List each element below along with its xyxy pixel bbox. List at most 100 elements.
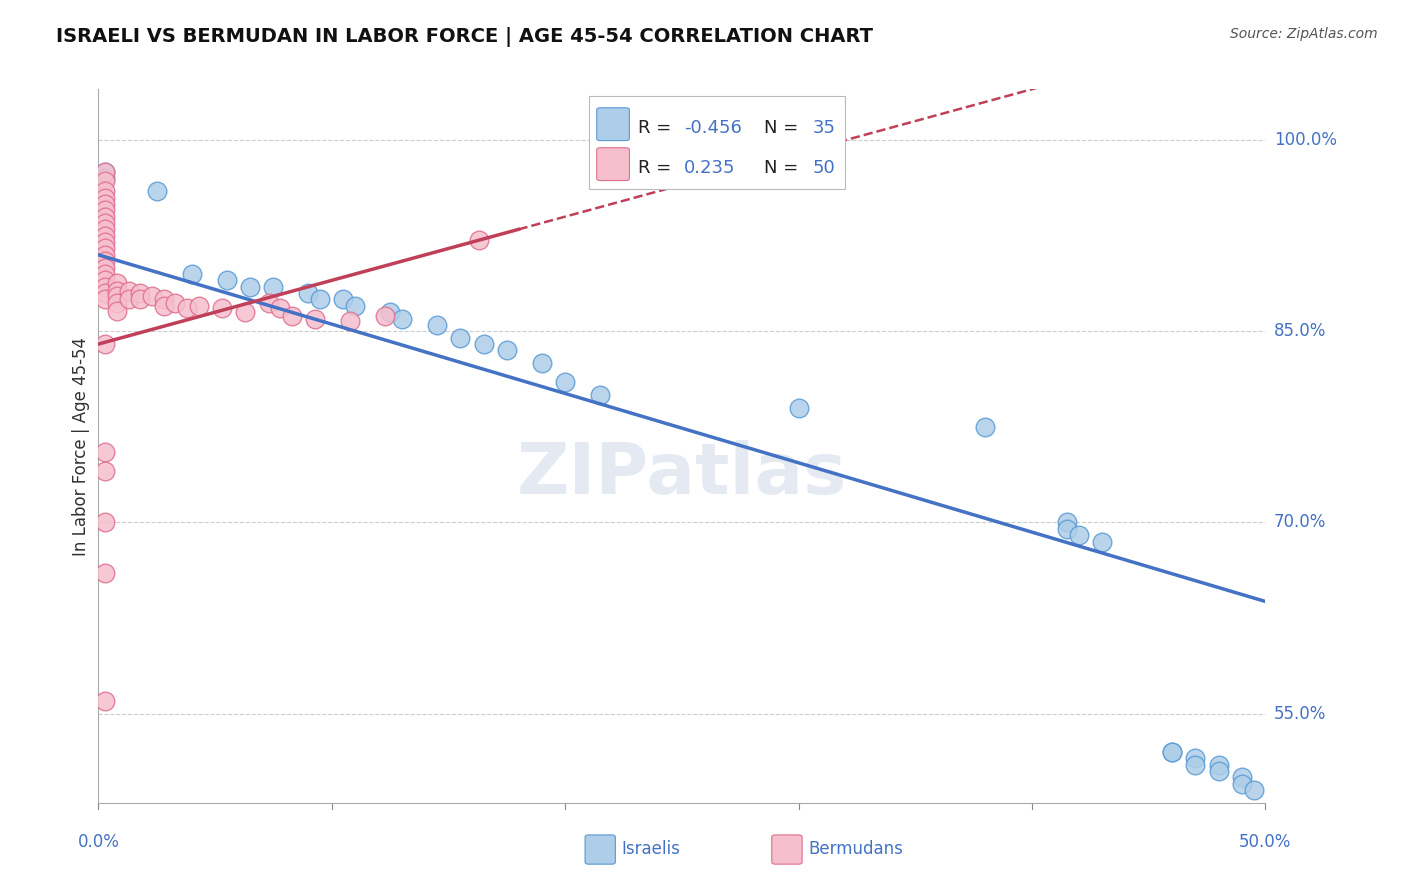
- Point: [94, 242, 117, 256]
- Point: [94, 694, 117, 708]
- Point: [468, 233, 491, 247]
- Point: [1161, 745, 1184, 759]
- Point: [105, 304, 128, 318]
- Point: [215, 273, 238, 287]
- Point: [94, 216, 117, 230]
- Point: [1208, 764, 1230, 778]
- Point: [1208, 757, 1230, 772]
- Text: Source: ZipAtlas.com: Source: ZipAtlas.com: [1230, 27, 1378, 41]
- Point: [339, 314, 361, 328]
- Point: [374, 309, 396, 323]
- Point: [496, 343, 519, 358]
- Point: [1184, 757, 1206, 772]
- Text: 100.0%: 100.0%: [1274, 131, 1337, 149]
- Point: [787, 401, 810, 415]
- FancyBboxPatch shape: [772, 835, 801, 864]
- FancyBboxPatch shape: [589, 96, 845, 189]
- Point: [94, 171, 117, 186]
- Point: [141, 288, 163, 302]
- Point: [187, 299, 209, 313]
- Point: [554, 376, 576, 390]
- Point: [391, 311, 413, 326]
- Point: [1091, 534, 1114, 549]
- Text: Israelis: Israelis: [621, 840, 681, 858]
- Point: [1184, 751, 1206, 765]
- Point: [344, 299, 367, 313]
- Text: R =: R =: [637, 159, 682, 177]
- Point: [94, 203, 117, 218]
- Point: [1067, 528, 1090, 542]
- Point: [94, 566, 117, 581]
- Point: [281, 309, 304, 323]
- Point: [94, 190, 117, 204]
- Text: 55.0%: 55.0%: [1274, 705, 1326, 723]
- Point: [239, 279, 262, 293]
- Point: [1161, 745, 1184, 759]
- Point: [94, 197, 117, 211]
- Text: R =: R =: [637, 119, 676, 136]
- Point: [1230, 770, 1253, 784]
- Point: [94, 273, 117, 287]
- Point: [118, 284, 141, 298]
- Point: [180, 267, 202, 281]
- Point: [94, 465, 117, 479]
- Text: ISRAELI VS BERMUDAN IN LABOR FORCE | AGE 45-54 CORRELATION CHART: ISRAELI VS BERMUDAN IN LABOR FORCE | AGE…: [56, 27, 873, 46]
- FancyBboxPatch shape: [585, 835, 616, 864]
- Point: [94, 445, 117, 459]
- Text: 70.0%: 70.0%: [1274, 514, 1326, 532]
- Point: [105, 288, 128, 302]
- Text: 0.235: 0.235: [685, 159, 735, 177]
- Text: 0.0%: 0.0%: [77, 833, 120, 851]
- Point: [426, 318, 449, 332]
- Point: [530, 356, 553, 370]
- Point: [332, 293, 354, 307]
- Point: [94, 184, 117, 198]
- Point: [152, 293, 174, 307]
- Point: [129, 286, 152, 301]
- Point: [1230, 777, 1253, 791]
- Point: [211, 301, 233, 316]
- Point: [94, 337, 117, 351]
- Point: [94, 165, 117, 179]
- Point: [105, 276, 128, 290]
- Point: [94, 254, 117, 268]
- FancyBboxPatch shape: [596, 108, 630, 141]
- Point: [269, 301, 291, 316]
- Point: [165, 296, 187, 310]
- Point: [94, 260, 117, 275]
- Point: [118, 293, 141, 307]
- Point: [449, 331, 471, 345]
- Point: [94, 210, 117, 224]
- Point: [257, 296, 280, 310]
- Point: [297, 286, 319, 301]
- Point: [94, 165, 117, 179]
- Text: N =: N =: [763, 159, 804, 177]
- Point: [235, 305, 257, 319]
- FancyBboxPatch shape: [596, 148, 630, 180]
- Text: 50.0%: 50.0%: [1239, 833, 1292, 851]
- Text: -0.456: -0.456: [685, 119, 742, 136]
- Point: [105, 284, 128, 298]
- Point: [589, 388, 612, 402]
- Point: [380, 305, 402, 319]
- Text: 50: 50: [813, 159, 835, 177]
- Point: [1056, 522, 1078, 536]
- Y-axis label: In Labor Force | Age 45-54: In Labor Force | Age 45-54: [72, 336, 90, 556]
- Text: Bermudans: Bermudans: [808, 840, 903, 858]
- Point: [974, 420, 997, 434]
- Point: [1243, 783, 1265, 797]
- Point: [94, 279, 117, 293]
- Point: [94, 222, 117, 236]
- Text: ZIPatlas: ZIPatlas: [517, 440, 846, 509]
- Point: [1056, 516, 1078, 530]
- Point: [472, 337, 495, 351]
- Point: [105, 296, 128, 310]
- Point: [304, 311, 326, 326]
- Point: [94, 228, 117, 243]
- Point: [152, 299, 174, 313]
- Point: [94, 293, 117, 307]
- Text: 85.0%: 85.0%: [1274, 322, 1326, 341]
- Text: N =: N =: [763, 119, 804, 136]
- Point: [94, 267, 117, 281]
- Point: [94, 516, 117, 530]
